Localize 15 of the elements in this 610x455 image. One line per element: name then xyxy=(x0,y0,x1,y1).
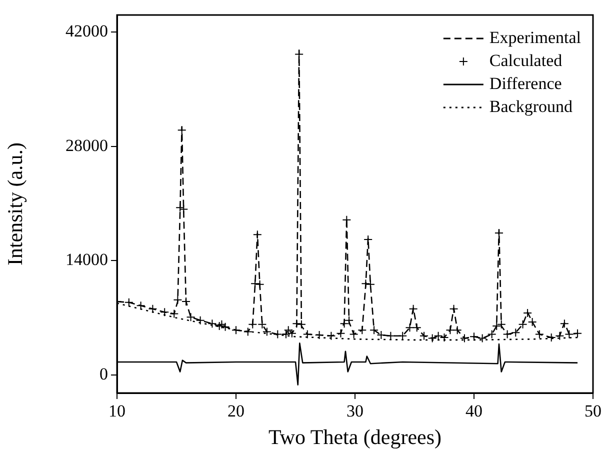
y-tick-label: 14000 xyxy=(66,250,108,270)
legend-label: Calculated xyxy=(489,50,563,70)
x-tick-label: 10 xyxy=(108,402,126,421)
legend-label: Difference xyxy=(489,74,562,93)
y-tick-label: 42000 xyxy=(66,22,108,41)
legend-label: Experimental xyxy=(489,28,582,47)
legend-label: Background xyxy=(489,96,574,116)
y-axis-title: Intensity (a.u.) xyxy=(3,142,28,266)
y-tick-label: 0 xyxy=(100,364,108,384)
x-tick-label: 30 xyxy=(346,402,364,421)
x-tick-label: 20 xyxy=(228,402,244,421)
x-tick-label: 40 xyxy=(466,402,482,421)
x-tick-label: 50 xyxy=(584,402,602,421)
x-axis-title: Two Theta (degrees) xyxy=(268,424,442,449)
y-tick-label: 28000 xyxy=(66,136,108,155)
